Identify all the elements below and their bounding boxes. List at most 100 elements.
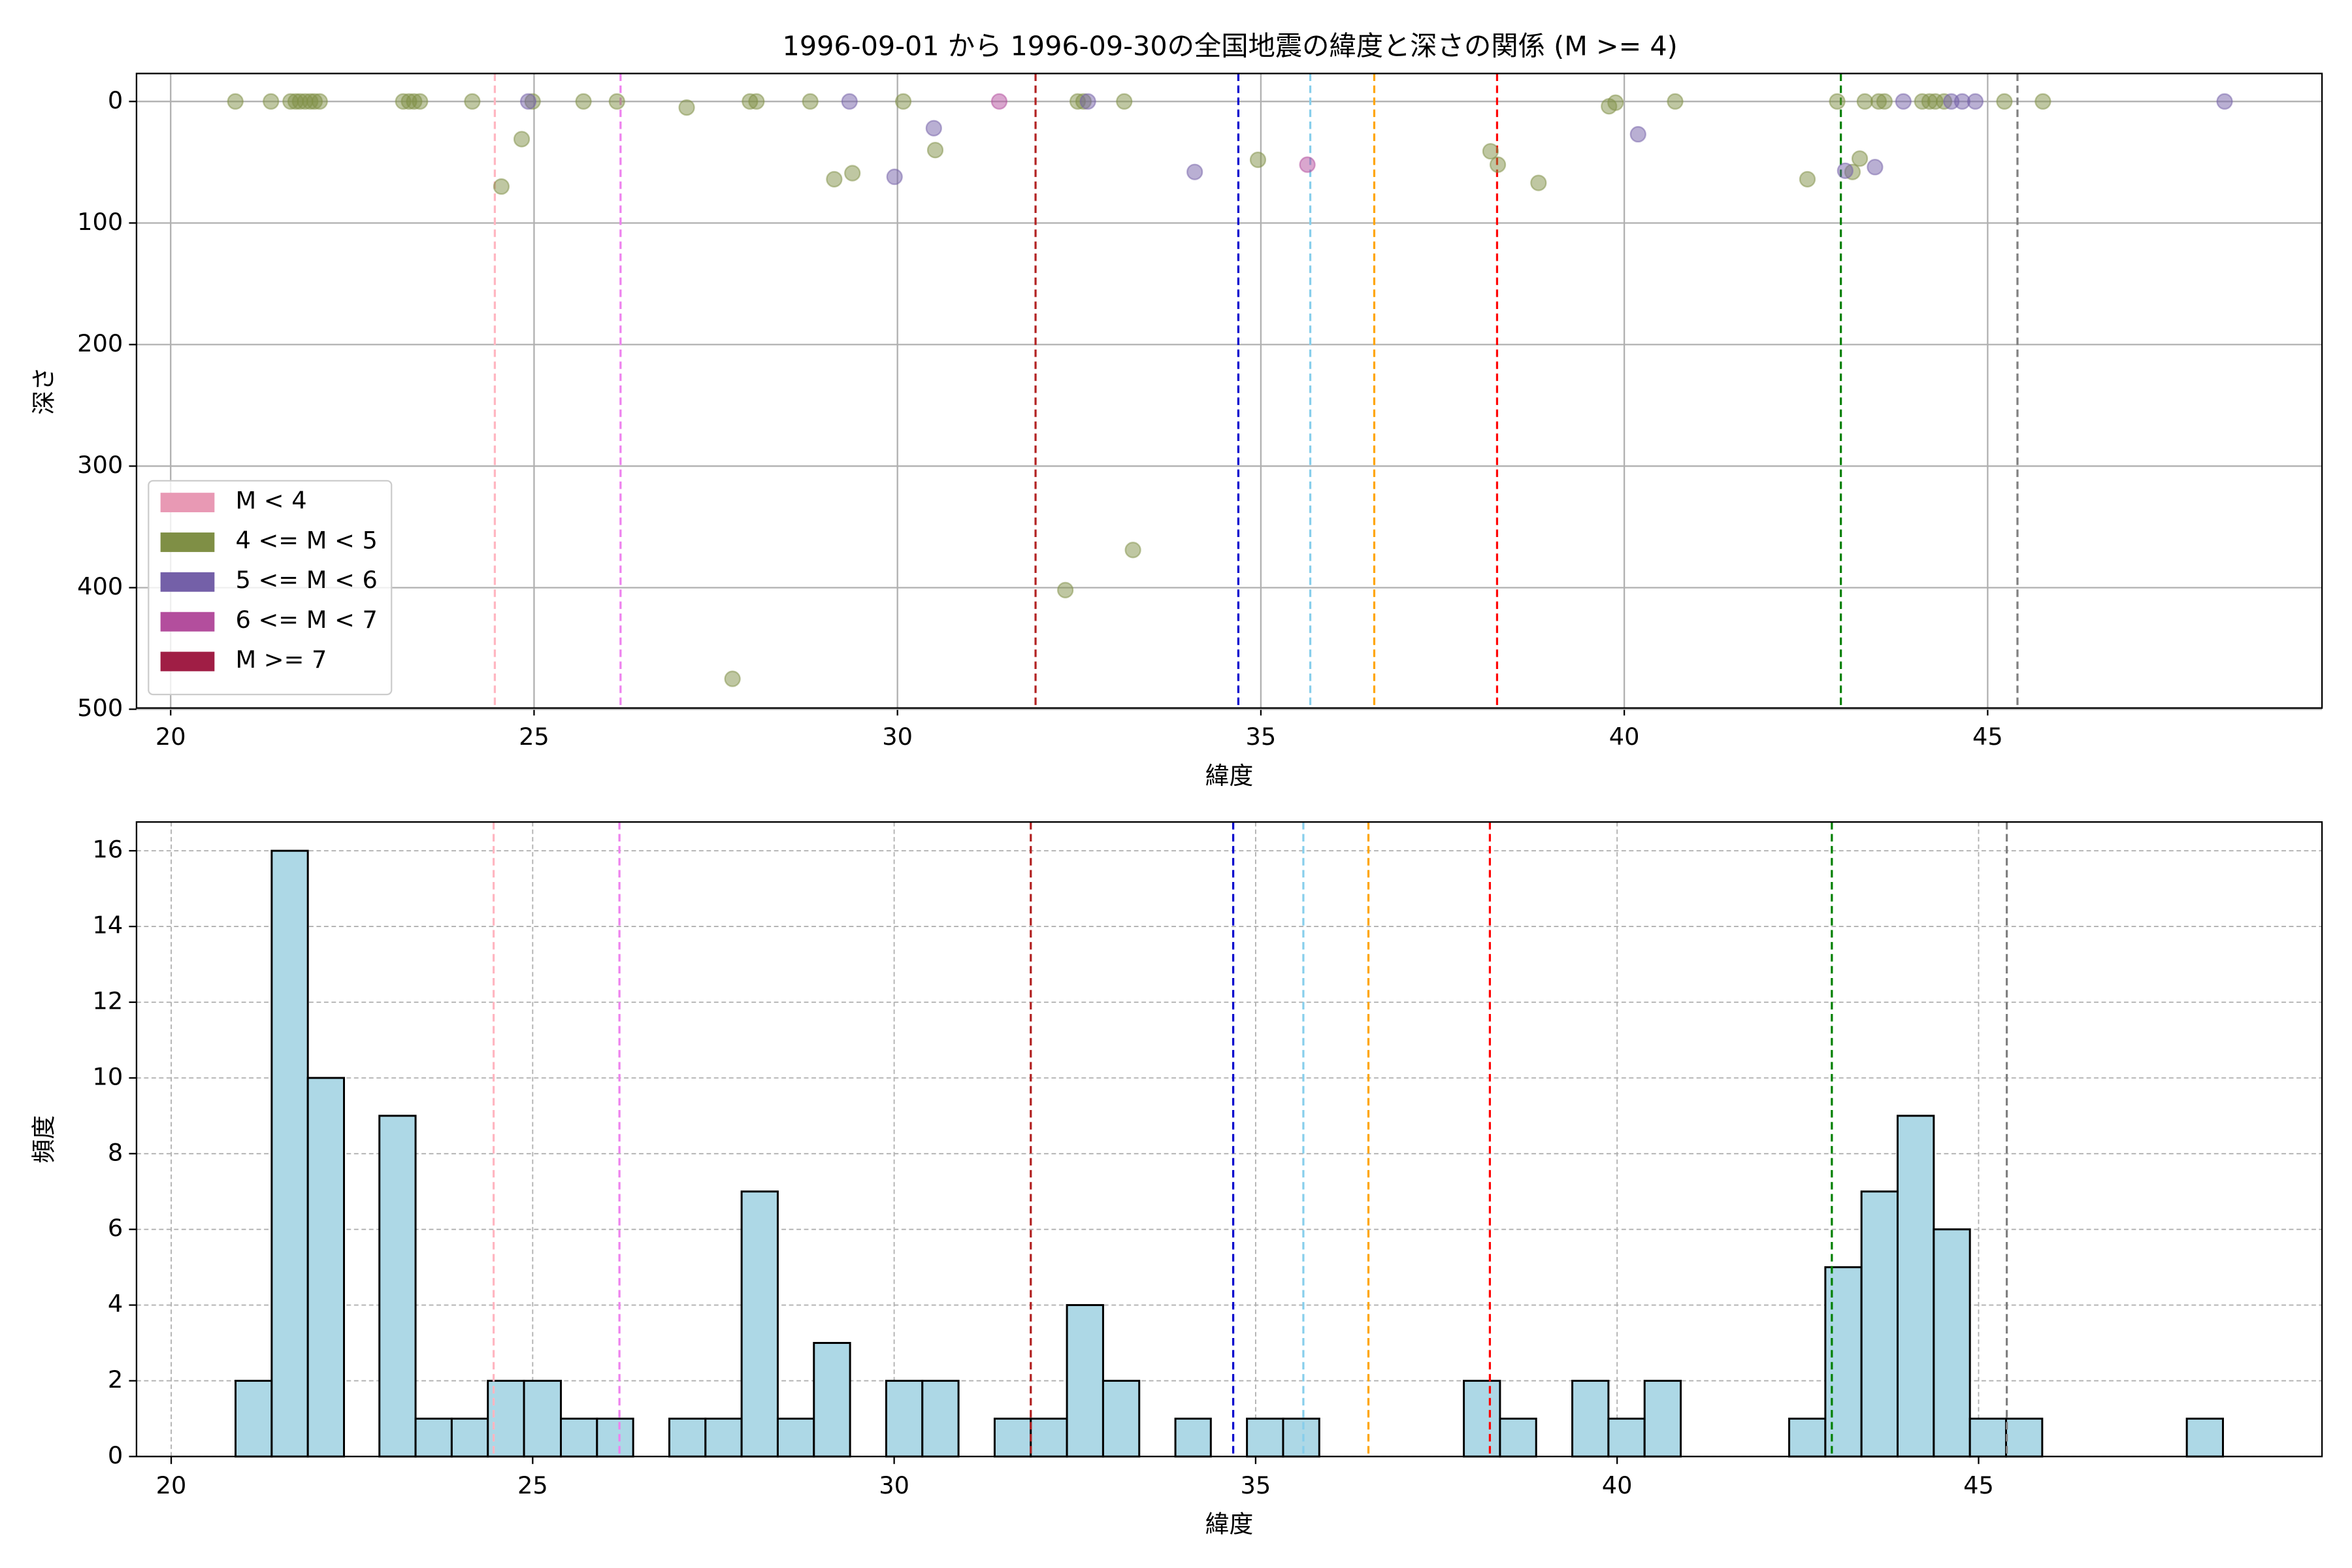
- point: [1856, 93, 1873, 110]
- legend-swatch: [160, 651, 215, 672]
- point: [575, 93, 592, 110]
- legend-label: M >= 7: [235, 645, 327, 674]
- histogram-bar: [1174, 1417, 1212, 1458]
- point: [1996, 93, 2013, 110]
- histogram-bar: [1246, 1417, 1284, 1458]
- y-tick-label: 12: [93, 987, 123, 1015]
- y-tick-label: 500: [77, 694, 123, 722]
- y-tick-label: 200: [77, 329, 123, 357]
- point: [1867, 159, 1884, 176]
- histogram-bar: [450, 1417, 489, 1458]
- histogram-bar: [235, 1379, 273, 1458]
- point: [1489, 156, 1507, 173]
- plot-frame: [135, 821, 2323, 1458]
- point: [464, 93, 481, 110]
- histogram-bar: [1824, 1266, 1863, 1458]
- histogram-bar: [1933, 1228, 1971, 1458]
- histogram-bar: [1897, 1115, 1935, 1458]
- x-tick-label: 40: [1602, 1471, 1633, 1499]
- histogram-bar: [523, 1379, 562, 1458]
- legend-swatch: [160, 572, 215, 592]
- histogram-bar: [921, 1379, 960, 1458]
- point: [1057, 581, 1074, 598]
- histogram-bar: [1607, 1417, 1646, 1458]
- chart-title: 1996-09-01 から 1996-09-30の全国地震の緯度と深さの関係 (…: [783, 30, 1678, 61]
- point: [1124, 542, 1141, 559]
- histogram-bar: [1571, 1379, 1610, 1458]
- point: [1079, 93, 1096, 110]
- x-tick-label: 45: [1972, 723, 2003, 751]
- x-tick-label: 20: [155, 723, 186, 751]
- point: [894, 93, 912, 110]
- x-axis-label: 緯度: [1205, 1510, 1253, 1538]
- x-tick-label: 30: [882, 723, 913, 751]
- point: [1876, 93, 1893, 110]
- y-axis-label: 深さ: [29, 367, 57, 414]
- y-tick-label: 2: [108, 1365, 123, 1394]
- x-axis-label: 緯度: [1205, 762, 1253, 790]
- point: [926, 142, 944, 159]
- histogram-bar: [1030, 1417, 1068, 1458]
- histogram-bar: [414, 1417, 453, 1458]
- histogram-bar: [1968, 1417, 2008, 1458]
- point: [724, 670, 741, 687]
- legend-swatch: [160, 612, 215, 632]
- histogram-bar: [668, 1417, 707, 1458]
- y-tick-label: 4: [108, 1290, 123, 1318]
- point: [844, 165, 861, 182]
- y-tick-label: 14: [93, 911, 123, 939]
- histogram-bar: [740, 1190, 779, 1458]
- y-tick-label: 16: [93, 836, 123, 864]
- y-tick-label: 0: [108, 86, 123, 114]
- point: [826, 171, 843, 188]
- point: [678, 99, 695, 116]
- point: [925, 120, 942, 137]
- legend-label: 5 <= M < 6: [235, 566, 377, 594]
- point: [2216, 93, 2233, 110]
- legend-swatch: [160, 493, 215, 513]
- histogram-bar: [2005, 1417, 2044, 1458]
- point: [1667, 93, 1684, 110]
- histogram-bar: [1643, 1379, 1682, 1458]
- x-tick-label: 25: [519, 723, 549, 751]
- y-tick-label: 8: [108, 1138, 123, 1166]
- point: [1837, 162, 1854, 179]
- point: [311, 93, 328, 110]
- point: [802, 93, 819, 110]
- point: [748, 93, 765, 110]
- y-axis-label: 頻度: [29, 1115, 57, 1163]
- point: [608, 93, 625, 110]
- histogram-bar: [704, 1417, 743, 1458]
- point: [227, 93, 244, 110]
- y-tick-label: 300: [77, 451, 123, 479]
- histogram-bar: [1788, 1417, 1827, 1458]
- point: [1116, 93, 1133, 110]
- point: [263, 93, 280, 110]
- histogram-bar: [776, 1417, 815, 1458]
- x-tick-label: 25: [517, 1471, 548, 1499]
- point: [412, 93, 429, 110]
- histogram-bar: [885, 1379, 924, 1458]
- histogram-bar: [1463, 1379, 1501, 1458]
- legend-label: M < 4: [235, 486, 306, 514]
- point: [1186, 163, 1203, 180]
- point: [2034, 93, 2051, 110]
- point: [1607, 94, 1624, 111]
- x-tick-label: 40: [1609, 723, 1640, 751]
- histogram-bar: [1499, 1417, 1537, 1458]
- point: [1530, 174, 1547, 191]
- y-tick-label: 0: [108, 1441, 123, 1469]
- histogram-bar: [813, 1342, 851, 1458]
- y-tick-label: 10: [93, 1062, 123, 1090]
- point: [513, 131, 531, 148]
- point: [1629, 125, 1646, 143]
- histogram-bar: [596, 1417, 634, 1458]
- x-tick-label: 45: [1963, 1471, 1994, 1499]
- y-tick-label: 400: [77, 572, 123, 600]
- point: [1967, 93, 1984, 110]
- histogram-bar: [993, 1417, 1032, 1458]
- histogram-bar: [378, 1115, 417, 1458]
